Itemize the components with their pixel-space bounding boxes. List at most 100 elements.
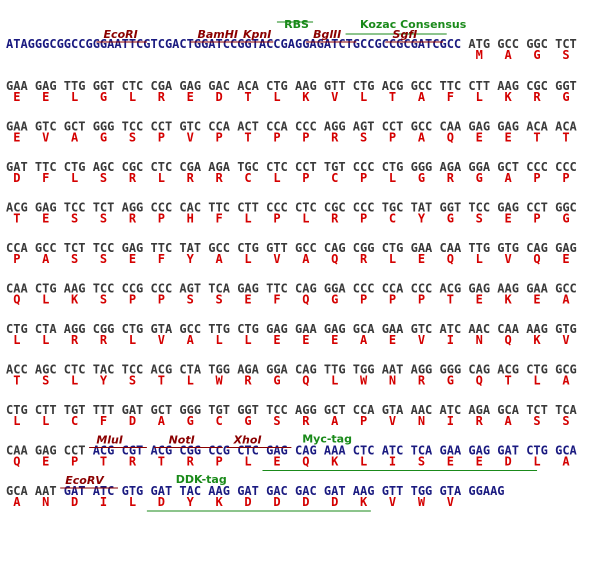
- amino-acid: T: [100, 455, 107, 469]
- codon: GCA: [497, 403, 519, 417]
- amino-acid: L: [129, 90, 136, 104]
- amino-acid: A: [562, 293, 570, 307]
- codon: GGG: [93, 120, 115, 134]
- amino-acid: L: [302, 212, 309, 226]
- codon: ACA: [555, 120, 577, 134]
- amino-acid: Y: [418, 212, 426, 226]
- amino-acid: R: [360, 252, 368, 266]
- codon: TCC: [266, 403, 288, 417]
- codon: GAA: [411, 241, 433, 255]
- codon: CTC: [266, 160, 288, 174]
- amino-acid: Q: [302, 293, 309, 307]
- codon: GCC: [411, 120, 433, 134]
- restriction-site: KpnI: [243, 28, 271, 41]
- codon: TGG: [411, 484, 433, 498]
- amino-acid: M: [476, 48, 483, 62]
- codon: CCT: [151, 120, 173, 134]
- amino-acid: S: [100, 252, 107, 266]
- amino-acid: R: [158, 90, 166, 104]
- codon: AAG: [353, 484, 375, 498]
- codon: TCC: [64, 201, 86, 215]
- codon: AGC: [93, 160, 115, 174]
- amino-acid: N: [389, 374, 396, 388]
- codon: CTG: [526, 363, 548, 377]
- codon: CCT: [295, 160, 317, 174]
- codon: CCC: [266, 201, 288, 215]
- amino-acid: L: [42, 414, 49, 428]
- amino-acid: T: [13, 374, 20, 388]
- codon: AGT: [179, 282, 201, 296]
- amino-acid: E: [129, 252, 136, 266]
- codon: AGG: [411, 363, 433, 377]
- codon: AGG: [122, 201, 144, 215]
- amino-acid: L: [129, 495, 136, 509]
- amino-acid: F: [447, 90, 454, 104]
- amino-acid: L: [244, 212, 251, 226]
- restriction-site: XhoI: [233, 434, 262, 447]
- codon: CAA: [497, 322, 519, 336]
- codon: CCC: [526, 160, 548, 174]
- codon: TGC: [237, 160, 259, 174]
- restriction-site: BglII: [313, 28, 341, 41]
- restriction-site: EcoRV: [65, 474, 105, 487]
- amino-acid: L: [42, 293, 49, 307]
- amino-acid: A: [187, 333, 195, 347]
- codon: GAG: [122, 241, 144, 255]
- codon: GGT: [555, 79, 577, 93]
- amino-acid: P: [360, 171, 367, 185]
- amino-acid: L: [533, 374, 540, 388]
- codon: TCC: [122, 363, 144, 377]
- codon: AGG: [295, 403, 317, 417]
- codon: TGG: [208, 363, 230, 377]
- codon: CAA: [6, 444, 28, 458]
- amino-acid: S: [187, 293, 194, 307]
- codon: CAG: [295, 282, 317, 296]
- codon: GAG: [555, 241, 577, 255]
- codon: ACG: [151, 363, 173, 377]
- amino-acid: G: [273, 374, 280, 388]
- amino-acid: V: [447, 495, 454, 509]
- amino-acid: T: [533, 131, 540, 145]
- amino-acid: A: [158, 414, 166, 428]
- amino-acid: S: [100, 293, 107, 307]
- codon: CTG: [122, 322, 144, 336]
- amino-acid: L: [360, 90, 367, 104]
- codon: CTG: [6, 403, 28, 417]
- amino-acid: Q: [533, 252, 540, 266]
- codon: TCA: [208, 282, 230, 296]
- amino-acid: T: [244, 90, 251, 104]
- amino-acid: P: [389, 293, 396, 307]
- codon: CGC: [526, 79, 548, 93]
- codon: CCC: [555, 160, 577, 174]
- amino-acid: S: [42, 374, 49, 388]
- amino-acid: C: [244, 171, 251, 185]
- codon: CCA: [208, 120, 230, 134]
- amino-acid: H: [187, 212, 194, 226]
- amino-acid: T: [158, 455, 165, 469]
- codon: GCA: [555, 444, 577, 458]
- amino-acid: L: [13, 414, 20, 428]
- amino-acid: A: [562, 374, 570, 388]
- codon: GAA: [382, 322, 404, 336]
- codon: CCC: [151, 201, 173, 215]
- codon: CAC: [179, 201, 201, 215]
- amino-acid: Q: [505, 333, 512, 347]
- codon: TTG: [208, 322, 230, 336]
- codon: AGA: [468, 403, 490, 417]
- amino-acid: A: [418, 90, 426, 104]
- codon: GCA: [6, 484, 28, 498]
- codon: CTG: [353, 79, 375, 93]
- amino-acid: F: [158, 252, 165, 266]
- amino-acid: F: [100, 414, 107, 428]
- amino-acid: R: [331, 212, 339, 226]
- amino-acid: L: [187, 374, 194, 388]
- amino-acid: L: [476, 252, 483, 266]
- amino-acid: V: [505, 252, 512, 266]
- amino-acid: E: [42, 90, 49, 104]
- codon: TGT: [208, 403, 230, 417]
- amino-acid: G: [244, 414, 251, 428]
- codon: GGT: [93, 79, 115, 93]
- amino-acid: S: [71, 252, 78, 266]
- amino-acid: N: [42, 495, 49, 509]
- codon: TAC: [179, 484, 201, 498]
